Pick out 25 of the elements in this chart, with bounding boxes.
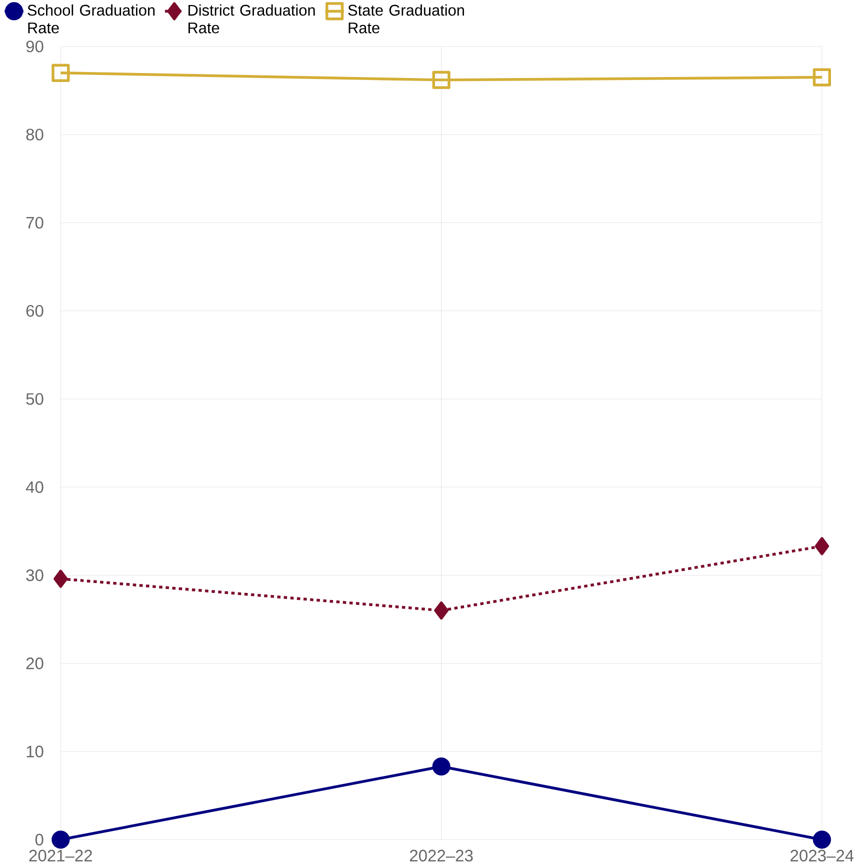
point	[813, 830, 832, 849]
point	[814, 537, 830, 556]
point	[434, 601, 449, 620]
x-tick-label: 2021–22	[30, 850, 92, 862]
x-tick-label: 2022–23	[410, 850, 473, 862]
point	[52, 64, 70, 82]
legend-label: State Graduation Rate	[348, 4, 464, 34]
y-tick-label: 40	[26, 481, 44, 493]
y-tick-label: 20	[26, 658, 44, 670]
point	[813, 68, 832, 86]
y-tick-label: 0	[36, 834, 44, 846]
y-tick-label: 90	[26, 40, 44, 52]
point	[52, 830, 70, 849]
legend-label: District Graduation Rate	[188, 4, 315, 34]
y-tick-label: 70	[26, 216, 44, 229]
point	[54, 570, 68, 588]
y-tick-label: 50	[26, 393, 44, 405]
y-tick-label: 10	[27, 746, 44, 758]
y-tick-label: 30	[26, 569, 44, 582]
point	[432, 757, 451, 776]
legend-label: School Graduation Rate	[28, 4, 155, 34]
x-tick-label: 2023–24	[790, 850, 854, 862]
point	[432, 70, 451, 89]
y-tick-label: 60	[26, 305, 44, 317]
y-tick-label: 80	[26, 128, 44, 140]
